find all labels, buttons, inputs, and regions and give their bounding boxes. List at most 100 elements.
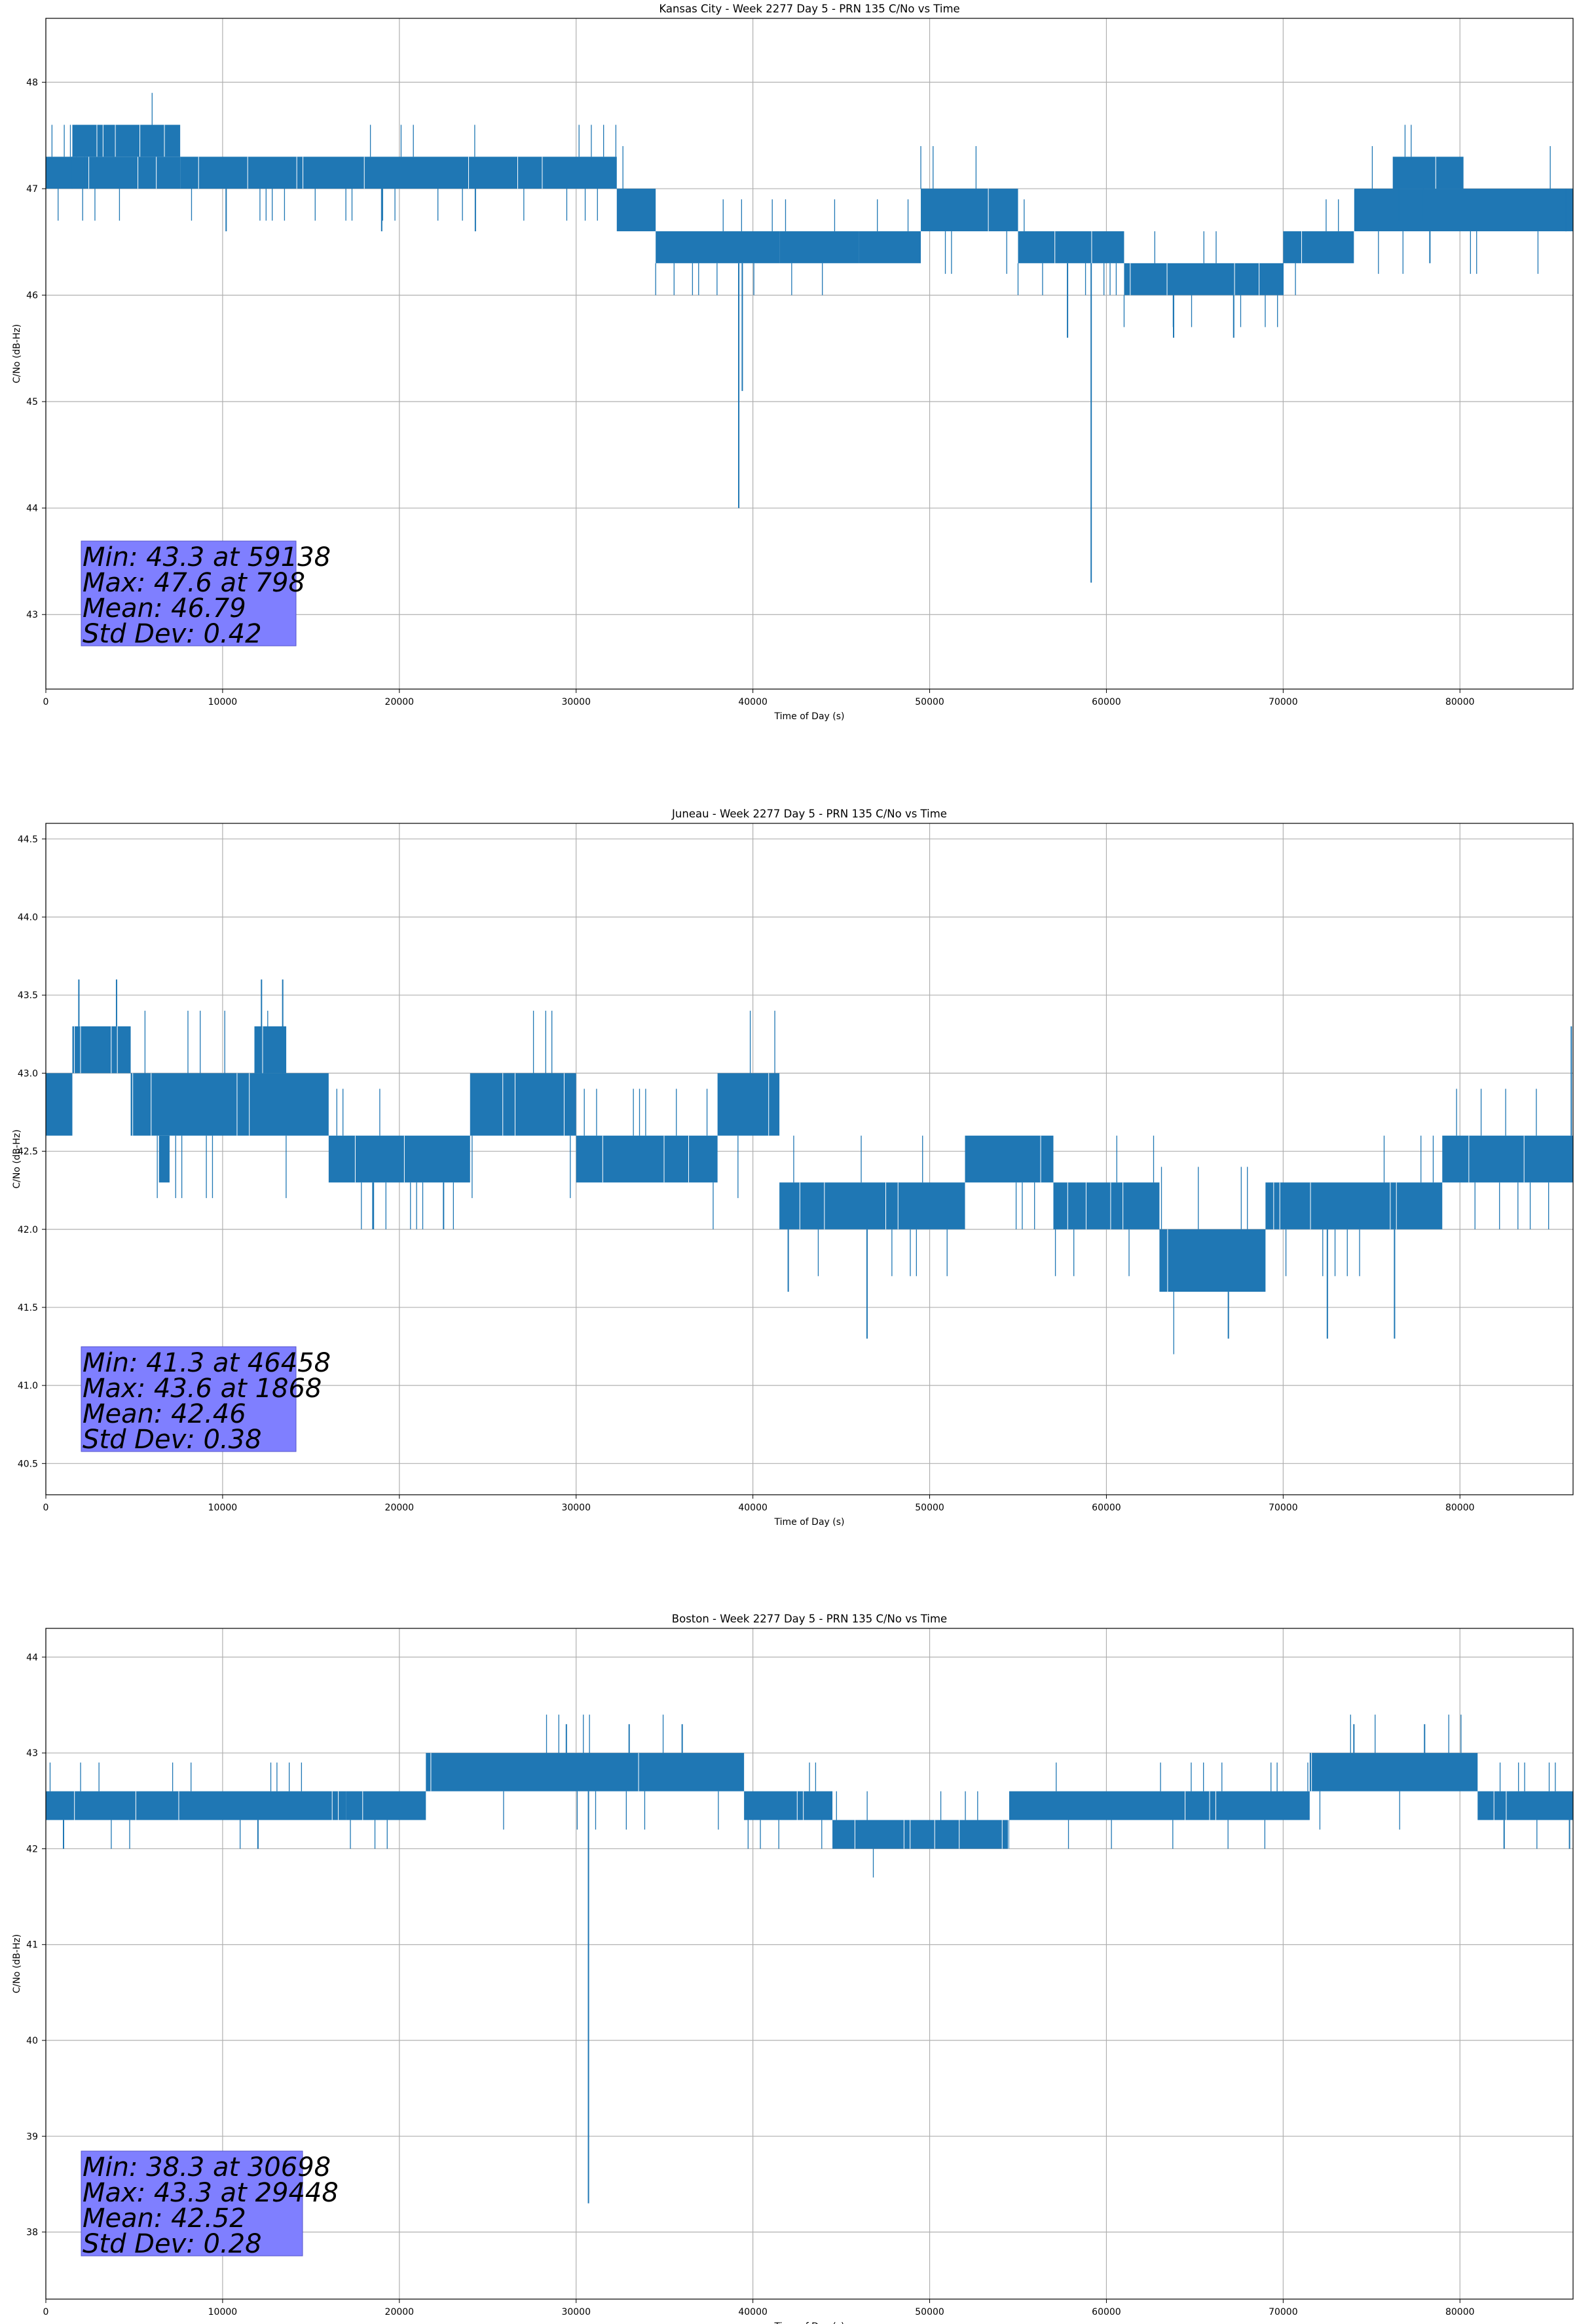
signal-band [72, 124, 181, 157]
signal-band [180, 157, 617, 189]
x-tick-label: 20000 [385, 1503, 415, 1513]
plot-frame [45, 823, 1574, 1495]
stats-line: Mean: 46.79 [83, 593, 246, 624]
signal-band [965, 1135, 1054, 1183]
y-tick-label: 41.5 [18, 1303, 38, 1313]
x-tick-label: 80000 [1445, 1503, 1475, 1513]
y-tick-label: 42.5 [18, 1147, 38, 1157]
signal-band [470, 1073, 576, 1136]
signal-band [72, 1026, 131, 1074]
y-axis-label: C/No (dB-Hz) [12, 1934, 22, 1993]
signal-band [717, 1073, 780, 1136]
signal-band [1159, 1229, 1266, 1292]
x-tick-label: 40000 [738, 2307, 768, 2317]
x-tick-label: 60000 [1092, 2307, 1121, 2317]
stats-line: Max: 47.6 at 798 [83, 568, 305, 598]
signal-band [832, 1820, 1009, 1849]
x-tick-label: 60000 [1092, 697, 1121, 707]
signal-band [1392, 157, 1464, 189]
signal-band [1354, 189, 1573, 232]
chart-panel: 0 10000 20000 30000 40000 50000 60000 70000 8000… [12, 808, 1574, 1527]
chart-title: Juneau - Week 2277 Day 5 - PRN 135 C/No … [671, 808, 947, 820]
stats-box [81, 540, 297, 647]
y-tick-label: 44 [26, 1653, 38, 1663]
y-tick-label: 40.5 [18, 1459, 38, 1469]
stats-line: Std Dev: 0.42 [83, 619, 262, 649]
y-tick-label: 38 [26, 2228, 38, 2238]
signal-band [1442, 1135, 1573, 1183]
x-axis-label: Time of Day (s) [774, 711, 845, 722]
stats-line: Max: 43.3 at 29448 [83, 2178, 339, 2208]
stats-line: Min: 38.3 at 30698 [83, 2152, 331, 2183]
y-tick-label: 44.0 [18, 912, 38, 923]
x-tick-label: 10000 [208, 697, 238, 707]
y-tick-label: 44 [26, 504, 38, 514]
y-axis-label: C/No (dB-Hz) [12, 324, 22, 383]
signal-band [328, 1135, 470, 1183]
y-tick-label: 41.0 [18, 1381, 38, 1391]
x-tick-label: 0 [43, 1503, 49, 1513]
signal-band [158, 1135, 170, 1183]
y-tick-label: 45 [26, 397, 38, 407]
signal-band [616, 189, 656, 232]
stats-box [81, 2150, 303, 2257]
plot-area [46, 823, 1573, 1495]
x-tick-label: 80000 [1445, 697, 1475, 707]
signal-band [130, 1073, 329, 1136]
chart-title: Kansas City - Week 2277 Day 5 - PRN 135 … [659, 3, 959, 15]
stats-line: Mean: 42.52 [83, 2203, 246, 2234]
signal-band [254, 1026, 287, 1074]
signal-band [1309, 1753, 1478, 1791]
x-tick-label: 0 [43, 697, 49, 707]
plot-frame [45, 1628, 1574, 2300]
y-tick-label: 43 [26, 1748, 38, 1759]
stats-line: Std Dev: 0.38 [83, 1425, 262, 1455]
stats-line: Max: 43.6 at 1868 [83, 1374, 322, 1404]
x-tick-label: 50000 [915, 697, 944, 707]
y-tick-label: 42 [26, 1844, 38, 1854]
x-tick-label: 20000 [385, 697, 415, 707]
signal-band [346, 1791, 426, 1820]
signal-band [1283, 231, 1354, 263]
signal-band [744, 1791, 833, 1820]
signal-band [1053, 1182, 1160, 1229]
signal-band [656, 231, 780, 263]
y-tick-label: 43.5 [18, 990, 38, 1001]
y-tick-label: 43 [26, 610, 38, 620]
y-tick-label: 44.5 [18, 834, 38, 845]
stats-line: Mean: 42.46 [83, 1399, 246, 1429]
signal-band [576, 1135, 718, 1183]
y-tick-label: 48 [26, 78, 38, 88]
y-axis-label: C/No (dB-Hz) [12, 1129, 22, 1188]
y-tick-label: 41 [26, 1940, 38, 1951]
chart-panel: 0 10000 20000 30000 40000 50000 60000 70000 8000… [12, 1613, 1574, 2324]
x-tick-label: 30000 [561, 2307, 591, 2317]
signal-band [1265, 1182, 1443, 1229]
x-tick-label: 50000 [915, 2307, 944, 2317]
signal-band [46, 1791, 346, 1820]
signal-band [426, 1753, 745, 1791]
signal-band [779, 1182, 965, 1229]
signal-band [1018, 231, 1124, 263]
x-tick-label: 40000 [738, 697, 768, 707]
series-line [46, 1714, 1573, 2203]
x-tick-label: 70000 [1269, 1503, 1298, 1513]
y-tick-label: 40 [26, 2036, 38, 2046]
y-tick-label: 42.0 [18, 1225, 38, 1235]
signal-band [921, 189, 1018, 232]
x-tick-label: 10000 [208, 2307, 238, 2317]
x-tick-label: 30000 [561, 697, 591, 707]
signal-band [859, 231, 921, 263]
signal-band [1124, 263, 1284, 295]
stats-line: Min: 43.3 at 59138 [83, 542, 331, 572]
y-tick-label: 39 [26, 2131, 38, 2142]
x-tick-label: 70000 [1269, 697, 1298, 707]
stats-line: Min: 41.3 at 46458 [83, 1348, 331, 1378]
signal-band [1009, 1791, 1310, 1820]
series-line [46, 979, 1573, 1355]
signal-band [46, 1073, 73, 1136]
x-tick-label: 30000 [561, 1503, 591, 1513]
chart-title: Boston - Week 2277 Day 5 - PRN 135 C/No … [672, 1613, 947, 1625]
signal-band [46, 157, 181, 189]
